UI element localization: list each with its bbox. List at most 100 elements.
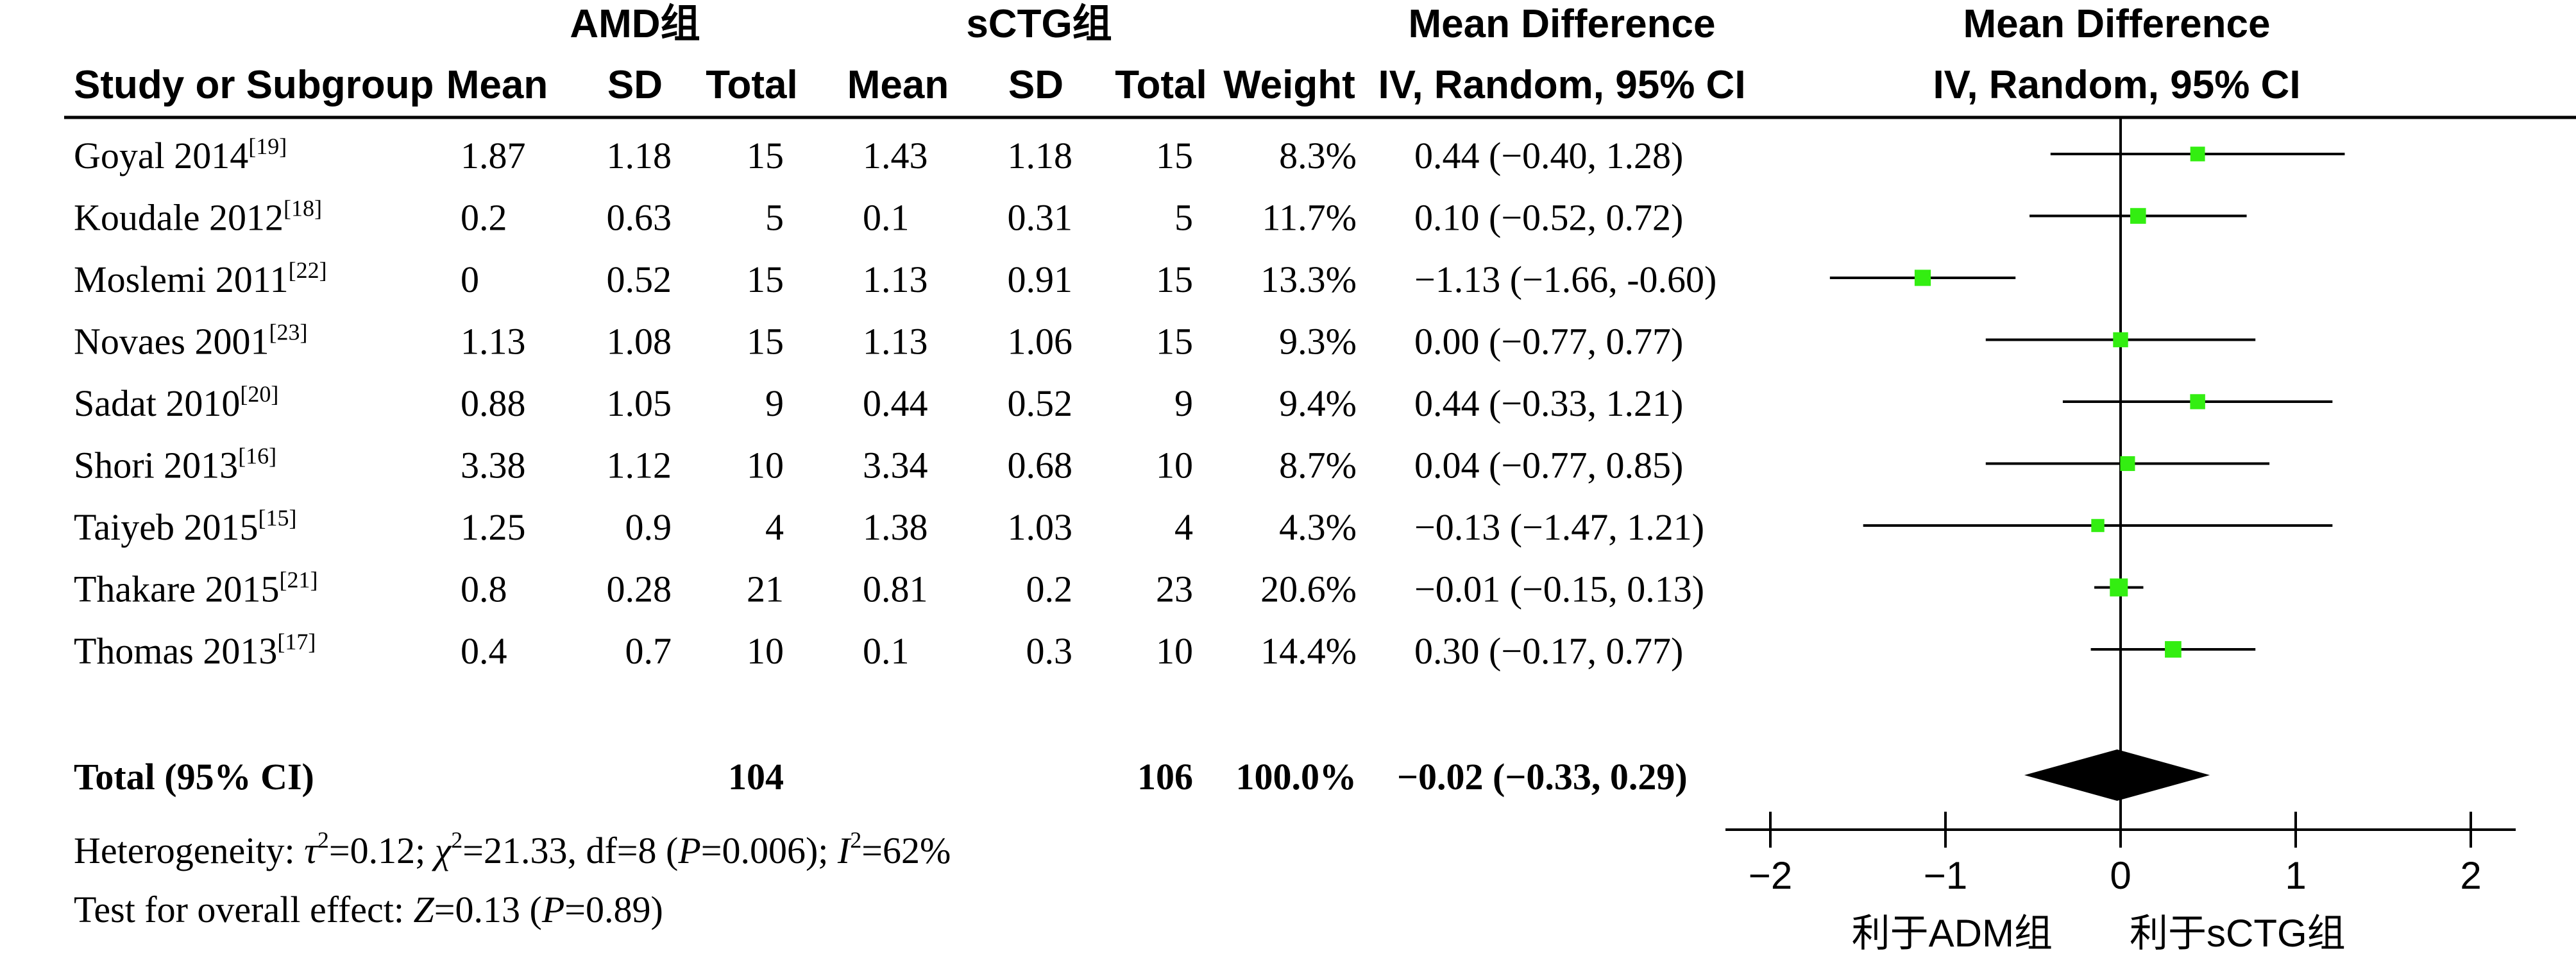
x-tick-label: −2	[1749, 854, 1792, 897]
cell-mean1: 1.87	[461, 135, 526, 176]
favours-left-label: 利于ADM组	[1852, 912, 2053, 955]
effect-marker	[2165, 641, 2182, 658]
study-name: Koudale 2012[18]	[74, 196, 322, 239]
cell-mean2: 0.1	[863, 197, 910, 239]
cell-total1: 15	[747, 259, 784, 300]
cell-sd1: 0.52	[607, 259, 672, 300]
cell-weight: 8.3%	[1279, 135, 1357, 176]
cell-total1: 9	[765, 382, 784, 424]
x-tick-label: 2	[2460, 854, 2481, 897]
cell-total1: 5	[765, 197, 784, 239]
cell-total2: 4	[1174, 506, 1193, 548]
cell-sd2: 0.3	[1026, 630, 1073, 672]
group2-header: sCTG组	[966, 2, 1112, 46]
cell-sd1: 1.05	[607, 382, 672, 424]
study-name: Shori 2013[16]	[74, 443, 276, 486]
cell-ci-text: 0.00 (−0.77, 0.77)	[1414, 321, 1683, 363]
group1-header: AMD组	[570, 2, 700, 46]
cell-weight: 14.4%	[1260, 630, 1357, 672]
weight-header: Weight	[1223, 63, 1355, 107]
cell-sd2: 0.2	[1026, 569, 1073, 610]
effect-marker	[2190, 394, 2205, 409]
total-weight: 100.0%	[1236, 756, 1357, 798]
cell-weight: 20.6%	[1260, 569, 1357, 610]
cell-sd1: 1.08	[607, 321, 672, 363]
effect-marker	[1914, 269, 1931, 286]
cell-mean2: 1.38	[863, 506, 928, 548]
cell-ci-text: −0.01 (−0.15, 0.13)	[1414, 569, 1704, 610]
cell-sd1: 1.12	[607, 445, 672, 486]
total1-header: Total	[706, 63, 798, 107]
cell-mean2: 0.1	[863, 630, 910, 672]
md-method-header: IV, Random, 95% CI	[1378, 63, 1745, 107]
cell-mean2: 1.43	[863, 135, 928, 176]
cell-mean2: 1.13	[863, 321, 928, 363]
cell-sd2: 0.68	[1008, 445, 1073, 486]
x-tick-label: 0	[2110, 854, 2131, 897]
heterogeneity-text: Heterogeneity: τ2=0.12; χ2=21.33, df=8 (…	[74, 827, 951, 871]
total2-header: Total	[1115, 63, 1207, 107]
cell-ci-text: 0.44 (−0.40, 1.28)	[1414, 135, 1683, 176]
cell-mean1: 0	[461, 259, 479, 300]
cell-mean1: 0.88	[461, 382, 526, 424]
cell-ci-text: −0.13 (−1.47, 1.21)	[1414, 506, 1704, 548]
effect-marker	[2091, 518, 2105, 533]
sd1-header: SD	[607, 63, 663, 107]
cell-weight: 4.3%	[1279, 506, 1357, 548]
cell-weight: 11.7%	[1262, 197, 1357, 239]
favours-right-label: 利于sCTG组	[2130, 912, 2346, 955]
cell-ci-text: 0.30 (−0.17, 0.77)	[1414, 630, 1683, 672]
cell-mean1: 1.25	[461, 506, 526, 548]
cell-mean1: 1.13	[461, 321, 526, 363]
total2-value: 106	[1137, 756, 1193, 798]
cell-total2: 10	[1156, 445, 1193, 486]
sd2-header: SD	[1008, 63, 1063, 107]
cell-sd2: 0.91	[1008, 259, 1073, 300]
total1-value: 104	[728, 756, 784, 798]
cell-mean1: 0.8	[461, 569, 507, 610]
study-table: Goyal 2014[19] 1.87 1.18 15 1.43 1.18 15 8.3% 0.…	[74, 133, 1716, 672]
x-tick-label: −1	[1924, 854, 1967, 897]
total-diamond	[2024, 749, 2210, 801]
md-title-header: Mean Difference	[1409, 2, 1716, 46]
effect-marker	[2120, 456, 2135, 472]
effect-marker	[2190, 146, 2205, 162]
mean1-header: Mean	[446, 63, 548, 107]
cell-total2: 15	[1156, 321, 1193, 363]
total-ci: −0.02 (−0.33, 0.29)	[1397, 756, 1688, 798]
cell-ci-text: 0.10 (−0.52, 0.72)	[1414, 197, 1683, 239]
effect-marker	[2110, 578, 2128, 597]
cell-mean1: 0.2	[461, 197, 507, 239]
cell-total1: 21	[747, 569, 784, 610]
cell-sd1: 0.28	[607, 569, 672, 610]
study-name: Moslemi 2011[22]	[74, 257, 327, 300]
cell-sd1: 0.63	[607, 197, 672, 239]
study-name: Goyal 2014[19]	[74, 133, 287, 176]
cell-weight: 8.7%	[1279, 445, 1357, 486]
study-name: Taiyeb 2015[15]	[74, 505, 296, 548]
study-name: Thomas 2013[17]	[74, 629, 316, 672]
cell-weight: 13.3%	[1260, 259, 1357, 300]
cell-sd2: 1.18	[1008, 135, 1073, 176]
cell-total2: 15	[1156, 259, 1193, 300]
x-tick-label: 1	[2285, 854, 2306, 897]
cell-sd2: 0.31	[1008, 197, 1073, 239]
cell-mean2: 0.81	[863, 569, 928, 610]
effect-marker	[2130, 208, 2146, 224]
cell-weight: 9.4%	[1279, 382, 1357, 424]
cell-sd2: 1.03	[1008, 506, 1073, 548]
cell-total2: 5	[1174, 197, 1193, 239]
cell-total1: 10	[747, 630, 784, 672]
cell-sd2: 0.52	[1008, 382, 1073, 424]
cell-ci-text: 0.04 (−0.77, 0.85)	[1414, 445, 1683, 486]
cell-ci-text: −1.13 (−1.66, -0.60)	[1414, 259, 1716, 300]
cell-mean2: 0.44	[863, 382, 928, 424]
plot-area: −2 −1 0 1 2	[1725, 117, 2516, 897]
effect-marker	[2113, 332, 2128, 348]
cell-total2: 9	[1174, 382, 1193, 424]
cell-weight: 9.3%	[1279, 321, 1357, 363]
study-name: Novaes 2001[23]	[74, 320, 307, 363]
cell-total2: 10	[1156, 630, 1193, 672]
cell-total1: 4	[765, 506, 784, 548]
